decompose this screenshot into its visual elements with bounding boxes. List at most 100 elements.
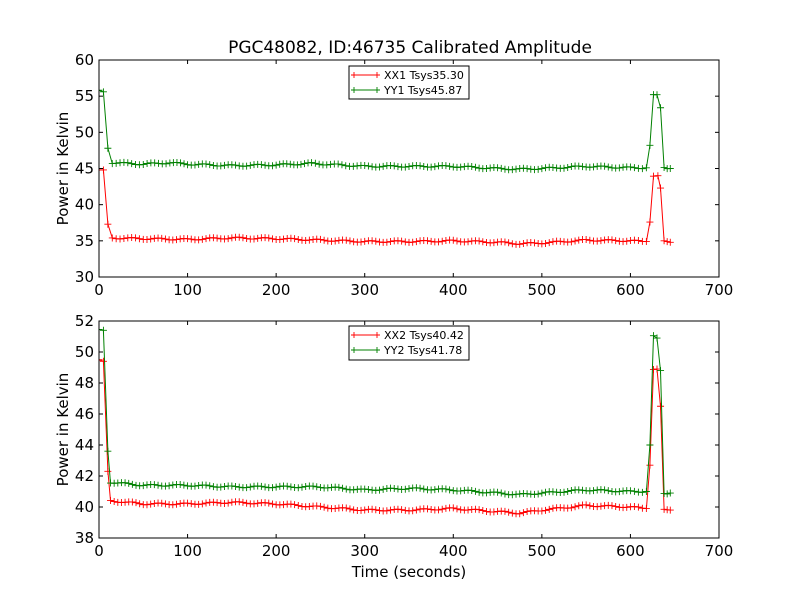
data-point-marker bbox=[320, 236, 328, 244]
y-axis-label: Power in Kelvin bbox=[54, 112, 72, 226]
y-tick-label: 60 bbox=[75, 51, 94, 69]
data-point-marker bbox=[501, 507, 509, 515]
data-point-marker bbox=[268, 162, 276, 170]
data-point-marker bbox=[398, 237, 406, 245]
data-point-marker bbox=[349, 162, 357, 170]
data-point-marker bbox=[300, 160, 308, 168]
data-point-marker bbox=[549, 238, 557, 246]
data-point-marker bbox=[283, 482, 291, 490]
legend-marker bbox=[351, 347, 357, 353]
legend-label: YY1 Tsys45.87 bbox=[383, 84, 462, 97]
data-point-marker bbox=[590, 163, 598, 171]
data-point-marker bbox=[575, 162, 583, 170]
data-point-marker bbox=[195, 160, 203, 168]
data-point-marker bbox=[213, 499, 221, 507]
data-point-marker bbox=[431, 163, 439, 171]
data-point-marker bbox=[423, 505, 431, 513]
data-point-marker bbox=[125, 479, 133, 487]
data-point-marker bbox=[261, 499, 269, 507]
data-point-marker bbox=[104, 467, 112, 475]
data-point-marker bbox=[187, 235, 195, 243]
data-point-marker bbox=[475, 488, 483, 496]
data-point-marker bbox=[523, 490, 531, 498]
data-point-marker bbox=[308, 159, 316, 167]
data-point-marker bbox=[586, 236, 594, 244]
legend: XX1 Tsys35.30 YY1 Tsys45.87 bbox=[348, 65, 470, 100]
data-point-marker bbox=[379, 162, 387, 170]
y-tick-label: 48 bbox=[75, 374, 94, 392]
data-point-marker bbox=[147, 235, 155, 243]
data-point-marker bbox=[435, 506, 443, 514]
legend-marker bbox=[374, 72, 380, 78]
data-point-marker bbox=[387, 238, 395, 246]
data-point-marker bbox=[501, 490, 509, 498]
data-point-marker bbox=[342, 485, 350, 493]
data-point-marker bbox=[176, 159, 184, 167]
data-point-marker bbox=[334, 160, 342, 168]
data-point-marker bbox=[257, 482, 265, 490]
data-point-marker bbox=[99, 166, 107, 174]
data-point-marker bbox=[135, 235, 143, 243]
legend: XX2 Tsys40.42 YY2 Tsys41.78 bbox=[348, 325, 470, 361]
data-point-marker bbox=[597, 237, 605, 245]
legend-label: XX1 Tsys35.30 bbox=[384, 69, 464, 82]
data-point-marker bbox=[657, 402, 665, 410]
data-point-marker bbox=[132, 234, 140, 242]
data-point-marker bbox=[560, 488, 568, 496]
data-point-marker bbox=[471, 487, 479, 495]
data-point-marker bbox=[556, 237, 564, 245]
x-tick-label: 300 bbox=[350, 542, 379, 560]
data-point-marker bbox=[143, 236, 151, 244]
data-point-marker bbox=[161, 235, 169, 243]
data-point-marker bbox=[483, 489, 490, 497]
data-point-marker bbox=[575, 502, 583, 510]
data-point-marker bbox=[649, 332, 657, 340]
y-tick-label: 50 bbox=[75, 123, 94, 141]
data-point-marker bbox=[534, 165, 542, 173]
y-tick-label: 45 bbox=[75, 160, 94, 178]
data-point-marker bbox=[638, 488, 646, 496]
x-tick-label: 0 bbox=[94, 281, 104, 299]
data-point-marker bbox=[104, 447, 112, 455]
x-tick-label: 100 bbox=[173, 281, 202, 299]
data-point-marker bbox=[666, 238, 674, 246]
data-point-marker bbox=[516, 240, 524, 248]
data-point-marker bbox=[206, 482, 214, 490]
series-line bbox=[99, 169, 671, 245]
data-point-marker bbox=[475, 164, 483, 172]
data-point-marker bbox=[161, 500, 169, 508]
data-point-marker bbox=[634, 503, 642, 511]
data-point-marker bbox=[431, 486, 439, 494]
data-point-marker bbox=[316, 483, 324, 491]
data-point-marker bbox=[412, 238, 420, 246]
data-point-marker bbox=[490, 239, 498, 247]
data-point-marker bbox=[224, 499, 232, 507]
data-point-marker bbox=[342, 504, 350, 512]
legend-box bbox=[348, 65, 470, 100]
data-point-marker bbox=[442, 504, 450, 512]
data-point-marker bbox=[184, 235, 192, 243]
data-point-marker bbox=[657, 184, 665, 192]
data-point-marker bbox=[104, 144, 112, 152]
data-point-marker bbox=[191, 161, 199, 169]
data-point-marker bbox=[291, 235, 299, 243]
data-point-marker bbox=[324, 504, 332, 512]
data-point-marker bbox=[508, 166, 516, 174]
data-point-marker bbox=[457, 163, 465, 171]
data-point-marker bbox=[564, 163, 572, 171]
legend-marker bbox=[351, 87, 357, 93]
legend-marker bbox=[351, 332, 357, 338]
data-point-marker bbox=[523, 507, 531, 515]
data-point-marker bbox=[623, 503, 631, 511]
data-point-marker bbox=[523, 165, 531, 173]
x-tick-label: 200 bbox=[262, 542, 291, 560]
data-point-marker bbox=[446, 162, 454, 170]
data-point-marker bbox=[143, 501, 151, 509]
data-point-marker bbox=[590, 487, 598, 495]
data-point-marker bbox=[405, 163, 413, 171]
data-point-marker bbox=[571, 503, 579, 511]
x-tick-label: 500 bbox=[528, 542, 557, 560]
data-point-marker bbox=[638, 165, 646, 173]
series-2-group bbox=[99, 325, 674, 499]
data-point-marker bbox=[453, 237, 461, 245]
